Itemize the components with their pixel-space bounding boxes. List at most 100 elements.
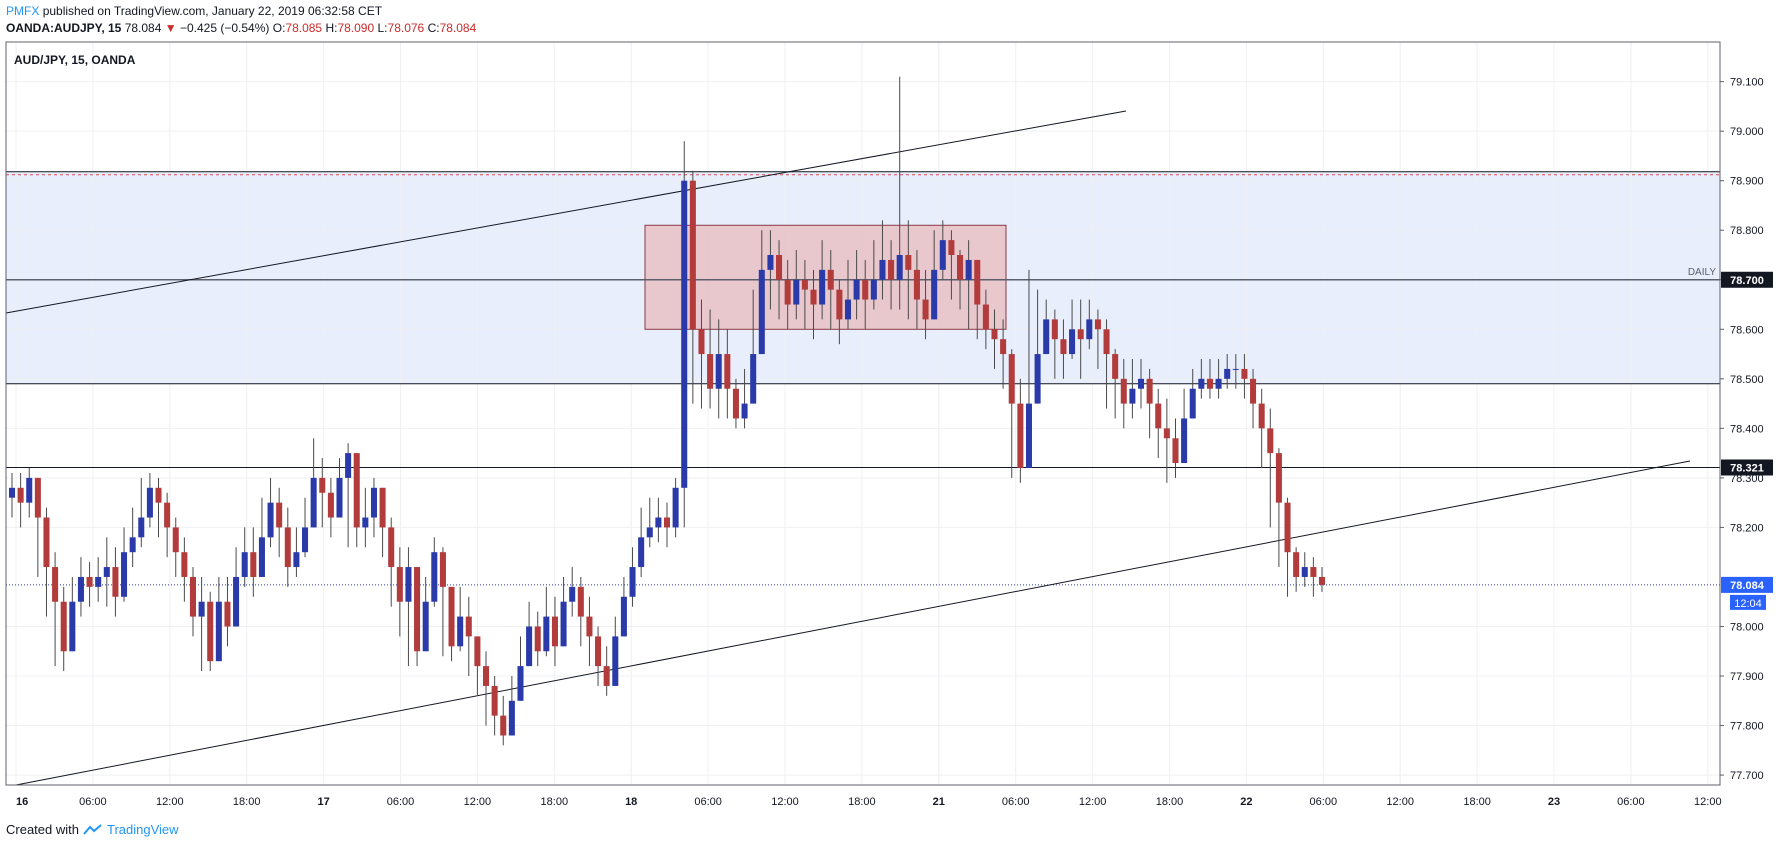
open-value: 78.085 bbox=[285, 21, 323, 35]
candle-body bbox=[862, 279, 869, 300]
x-tick-label: 06:00 bbox=[1617, 796, 1645, 808]
low-label: L: bbox=[377, 21, 388, 35]
footer: Created with TradingView bbox=[6, 822, 179, 837]
candle-body bbox=[60, 601, 67, 652]
candle-body bbox=[603, 666, 610, 686]
x-tick-label: 06:00 bbox=[1310, 796, 1338, 808]
candle-body bbox=[198, 601, 205, 617]
candle-body bbox=[879, 259, 886, 280]
candle-body bbox=[414, 567, 421, 652]
y-tick-label: 79.000 bbox=[1730, 126, 1764, 138]
candle-body bbox=[655, 517, 662, 528]
candle-body bbox=[827, 269, 834, 290]
candle-body bbox=[991, 329, 998, 340]
candle-body bbox=[612, 636, 619, 686]
countdown-label: 12:04 bbox=[1734, 598, 1762, 610]
candle-body bbox=[534, 626, 541, 652]
y-tick-label: 78.500 bbox=[1730, 374, 1764, 386]
candle-body bbox=[1310, 567, 1317, 577]
x-tick-label: 18 bbox=[625, 796, 637, 808]
daily-level-label: DAILY bbox=[1688, 267, 1716, 278]
candle-body bbox=[810, 289, 817, 305]
candle-body bbox=[457, 616, 464, 647]
candle-body bbox=[26, 477, 33, 503]
close-label: C: bbox=[427, 21, 440, 35]
down-arrow-icon: ▼ bbox=[164, 21, 177, 35]
y-tick-label: 78.900 bbox=[1730, 176, 1764, 188]
candle-body bbox=[1137, 378, 1145, 389]
candle-body bbox=[982, 304, 989, 330]
publisher-name[interactable]: PMFX bbox=[6, 4, 40, 18]
candle-body bbox=[465, 616, 472, 637]
candle-body bbox=[801, 279, 808, 290]
candle-body bbox=[353, 453, 360, 528]
candle-body bbox=[241, 552, 248, 577]
candle-body bbox=[724, 354, 731, 389]
candle-body bbox=[836, 289, 843, 320]
candle-body bbox=[681, 180, 688, 488]
candle-body bbox=[302, 527, 309, 553]
x-tick-label: 12:00 bbox=[156, 796, 184, 808]
candle-body bbox=[1241, 368, 1248, 379]
candle-body bbox=[569, 586, 576, 602]
candle-body bbox=[1275, 453, 1282, 503]
candle-body bbox=[1086, 319, 1093, 340]
candle-body bbox=[267, 502, 274, 538]
candle-body bbox=[1146, 378, 1153, 404]
candle-body bbox=[1025, 403, 1032, 468]
candle-body bbox=[1232, 368, 1239, 370]
consolidation-box bbox=[644, 224, 1007, 330]
x-tick-label: 12:00 bbox=[464, 796, 492, 808]
candle-body bbox=[784, 279, 791, 305]
candle-body bbox=[905, 254, 912, 270]
tradingview-link[interactable]: TradingView bbox=[106, 822, 179, 837]
candle-body bbox=[69, 601, 76, 652]
candle-body bbox=[1198, 378, 1205, 389]
x-tick-label: 12:00 bbox=[771, 796, 799, 808]
daily-price-label-bg bbox=[1721, 271, 1773, 288]
candle-body bbox=[663, 517, 671, 528]
candle-body bbox=[1163, 428, 1170, 439]
candle-body bbox=[1077, 329, 1084, 340]
candle-body bbox=[138, 517, 145, 538]
countdown-bg bbox=[1730, 594, 1766, 610]
candle-body bbox=[586, 616, 593, 637]
candle-body bbox=[345, 453, 352, 478]
candle-body bbox=[1250, 378, 1257, 404]
candle-body bbox=[491, 685, 498, 716]
candle-body bbox=[1172, 438, 1179, 464]
candle-body bbox=[698, 329, 705, 355]
candle-body bbox=[215, 601, 222, 662]
candle-body bbox=[121, 552, 128, 597]
y-tick-label: 78.400 bbox=[1730, 423, 1764, 435]
candle-body bbox=[551, 616, 558, 647]
candle-body bbox=[1103, 329, 1110, 355]
x-tick-label: 23 bbox=[1548, 796, 1560, 808]
current-price-label-bg bbox=[1721, 576, 1773, 593]
candle-body bbox=[405, 567, 412, 602]
x-tick-label: 12:00 bbox=[1386, 796, 1414, 808]
x-tick-label: 18:00 bbox=[541, 796, 569, 808]
candle-body bbox=[276, 502, 283, 528]
candle-body bbox=[1034, 354, 1041, 404]
candle-body bbox=[17, 487, 24, 503]
x-tick-label: 18:00 bbox=[1463, 796, 1491, 808]
candle-body bbox=[95, 576, 102, 587]
candle-body bbox=[672, 487, 679, 528]
x-tick-label: 18:00 bbox=[848, 796, 876, 808]
candle-body bbox=[327, 492, 334, 518]
candle-body bbox=[715, 354, 722, 389]
candle-body bbox=[396, 567, 403, 602]
candle-body bbox=[543, 616, 550, 652]
candle-body bbox=[258, 537, 265, 577]
daily-price-label: 78.700 bbox=[1730, 275, 1764, 287]
chart-frame bbox=[5, 41, 1721, 786]
candle-body bbox=[1301, 567, 1308, 577]
candle-body bbox=[1318, 576, 1326, 585]
candle-body bbox=[1206, 378, 1213, 389]
candle-body bbox=[284, 527, 291, 568]
current-price-label: 78.084 bbox=[1730, 580, 1765, 592]
tradingview-logo-icon[interactable] bbox=[83, 823, 103, 836]
candle-body bbox=[517, 666, 524, 701]
